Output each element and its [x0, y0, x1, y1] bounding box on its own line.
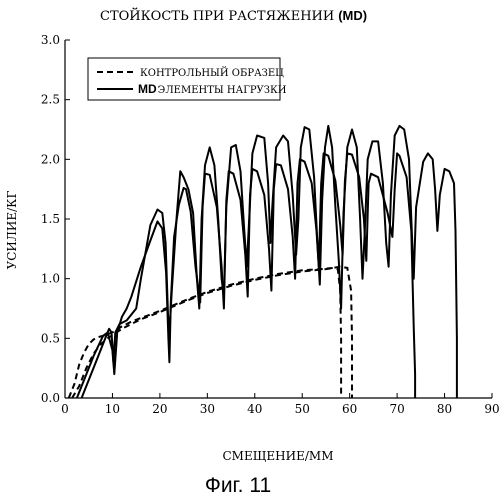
- y-tick-label-3: 1.5: [41, 212, 60, 226]
- x-tick-label-8: 80: [437, 402, 452, 416]
- curves: [69, 126, 457, 398]
- series-line-2: [77, 153, 415, 398]
- y-axis-label: УСИЛИЕ/КГ: [5, 191, 19, 270]
- legend-label-control: КОНТРОЛЬНЫЙ ОБРАЗЕЦ: [140, 67, 284, 79]
- x-tick-label-6: 60: [342, 402, 357, 416]
- y-ticks: 0.0 0.5 1.0 1.5 2.0 2.5 3.0: [41, 33, 70, 405]
- figure-caption: Фиг. 11: [205, 474, 271, 497]
- x-tick-label-2: 20: [152, 402, 167, 416]
- y-tick-label-5: 2.5: [41, 93, 60, 107]
- x-tick-label-4: 40: [247, 402, 262, 416]
- y-tick-label-1: 0.5: [41, 331, 60, 345]
- series-line-0: [69, 268, 341, 398]
- chart-title-main: СТОЙКОСТЬ ПРИ РАСТЯЖЕНИИ: [100, 7, 334, 24]
- y-tick-label-2: 1.0: [41, 272, 60, 286]
- legend-md-prefix: MD: [138, 82, 157, 96]
- x-axis-label: СМЕЩЕНИЕ/ММ: [223, 449, 334, 463]
- legend-label-md: MDЭЛЕМЕНТЫ НАГРУЗКИ: [138, 82, 287, 96]
- y-tick-label-4: 2.0: [41, 152, 60, 166]
- y-tick-label-6: 3.0: [41, 33, 60, 47]
- x-ticks: 0 10 20 30 40 50 60 70 80 90: [61, 393, 499, 416]
- legend: КОНТРОЛЬНЫЙ ОБРАЗЕЦ MDЭЛЕМЕНТЫ НАГРУЗКИ: [88, 58, 287, 100]
- chart-title-suffix: (MD): [338, 8, 367, 23]
- legend-md-label: ЭЛЕМЕНТЫ НАГРУЗКИ: [158, 85, 287, 96]
- x-tick-label-0: 0: [61, 402, 69, 416]
- series-line-1: [72, 267, 352, 398]
- chart-title: СТОЙКОСТЬ ПРИ РАСТЯЖЕНИИ (MD): [100, 7, 367, 24]
- x-tick-label-7: 70: [389, 402, 404, 416]
- y-tick-label-0: 0.0: [41, 391, 60, 405]
- x-tick-label-3: 30: [200, 402, 215, 416]
- x-tick-label-5: 50: [295, 402, 310, 416]
- x-tick-label-1: 10: [105, 402, 120, 416]
- x-tick-label-9: 90: [484, 402, 499, 416]
